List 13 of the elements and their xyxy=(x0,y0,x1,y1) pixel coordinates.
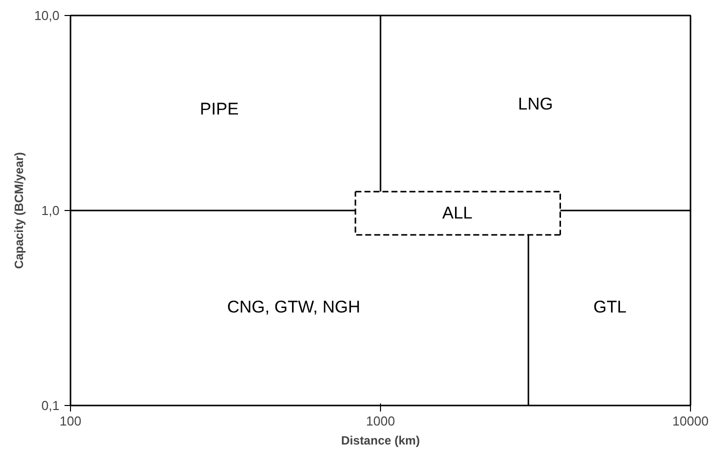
annotation: ALL xyxy=(442,204,473,223)
annotation: GTL xyxy=(593,297,626,316)
annotation: PIPE xyxy=(200,100,239,119)
annotation: LNG xyxy=(518,94,553,114)
x-tick-label: 10000 xyxy=(672,414,709,428)
x-tick-label: 1000 xyxy=(366,414,395,428)
y-axis-title: Capacity (BCM/year) xyxy=(12,152,26,269)
y-tick-label: 0,1 xyxy=(41,398,60,413)
annotation: CNG, GTW, NGH xyxy=(227,297,360,316)
x-axis-title: Distance (km) xyxy=(341,434,420,448)
y-tick-label: 1,0 xyxy=(41,203,60,218)
y-tick-label: 10,0 xyxy=(34,8,60,23)
x-tick-label: 100 xyxy=(60,414,82,428)
